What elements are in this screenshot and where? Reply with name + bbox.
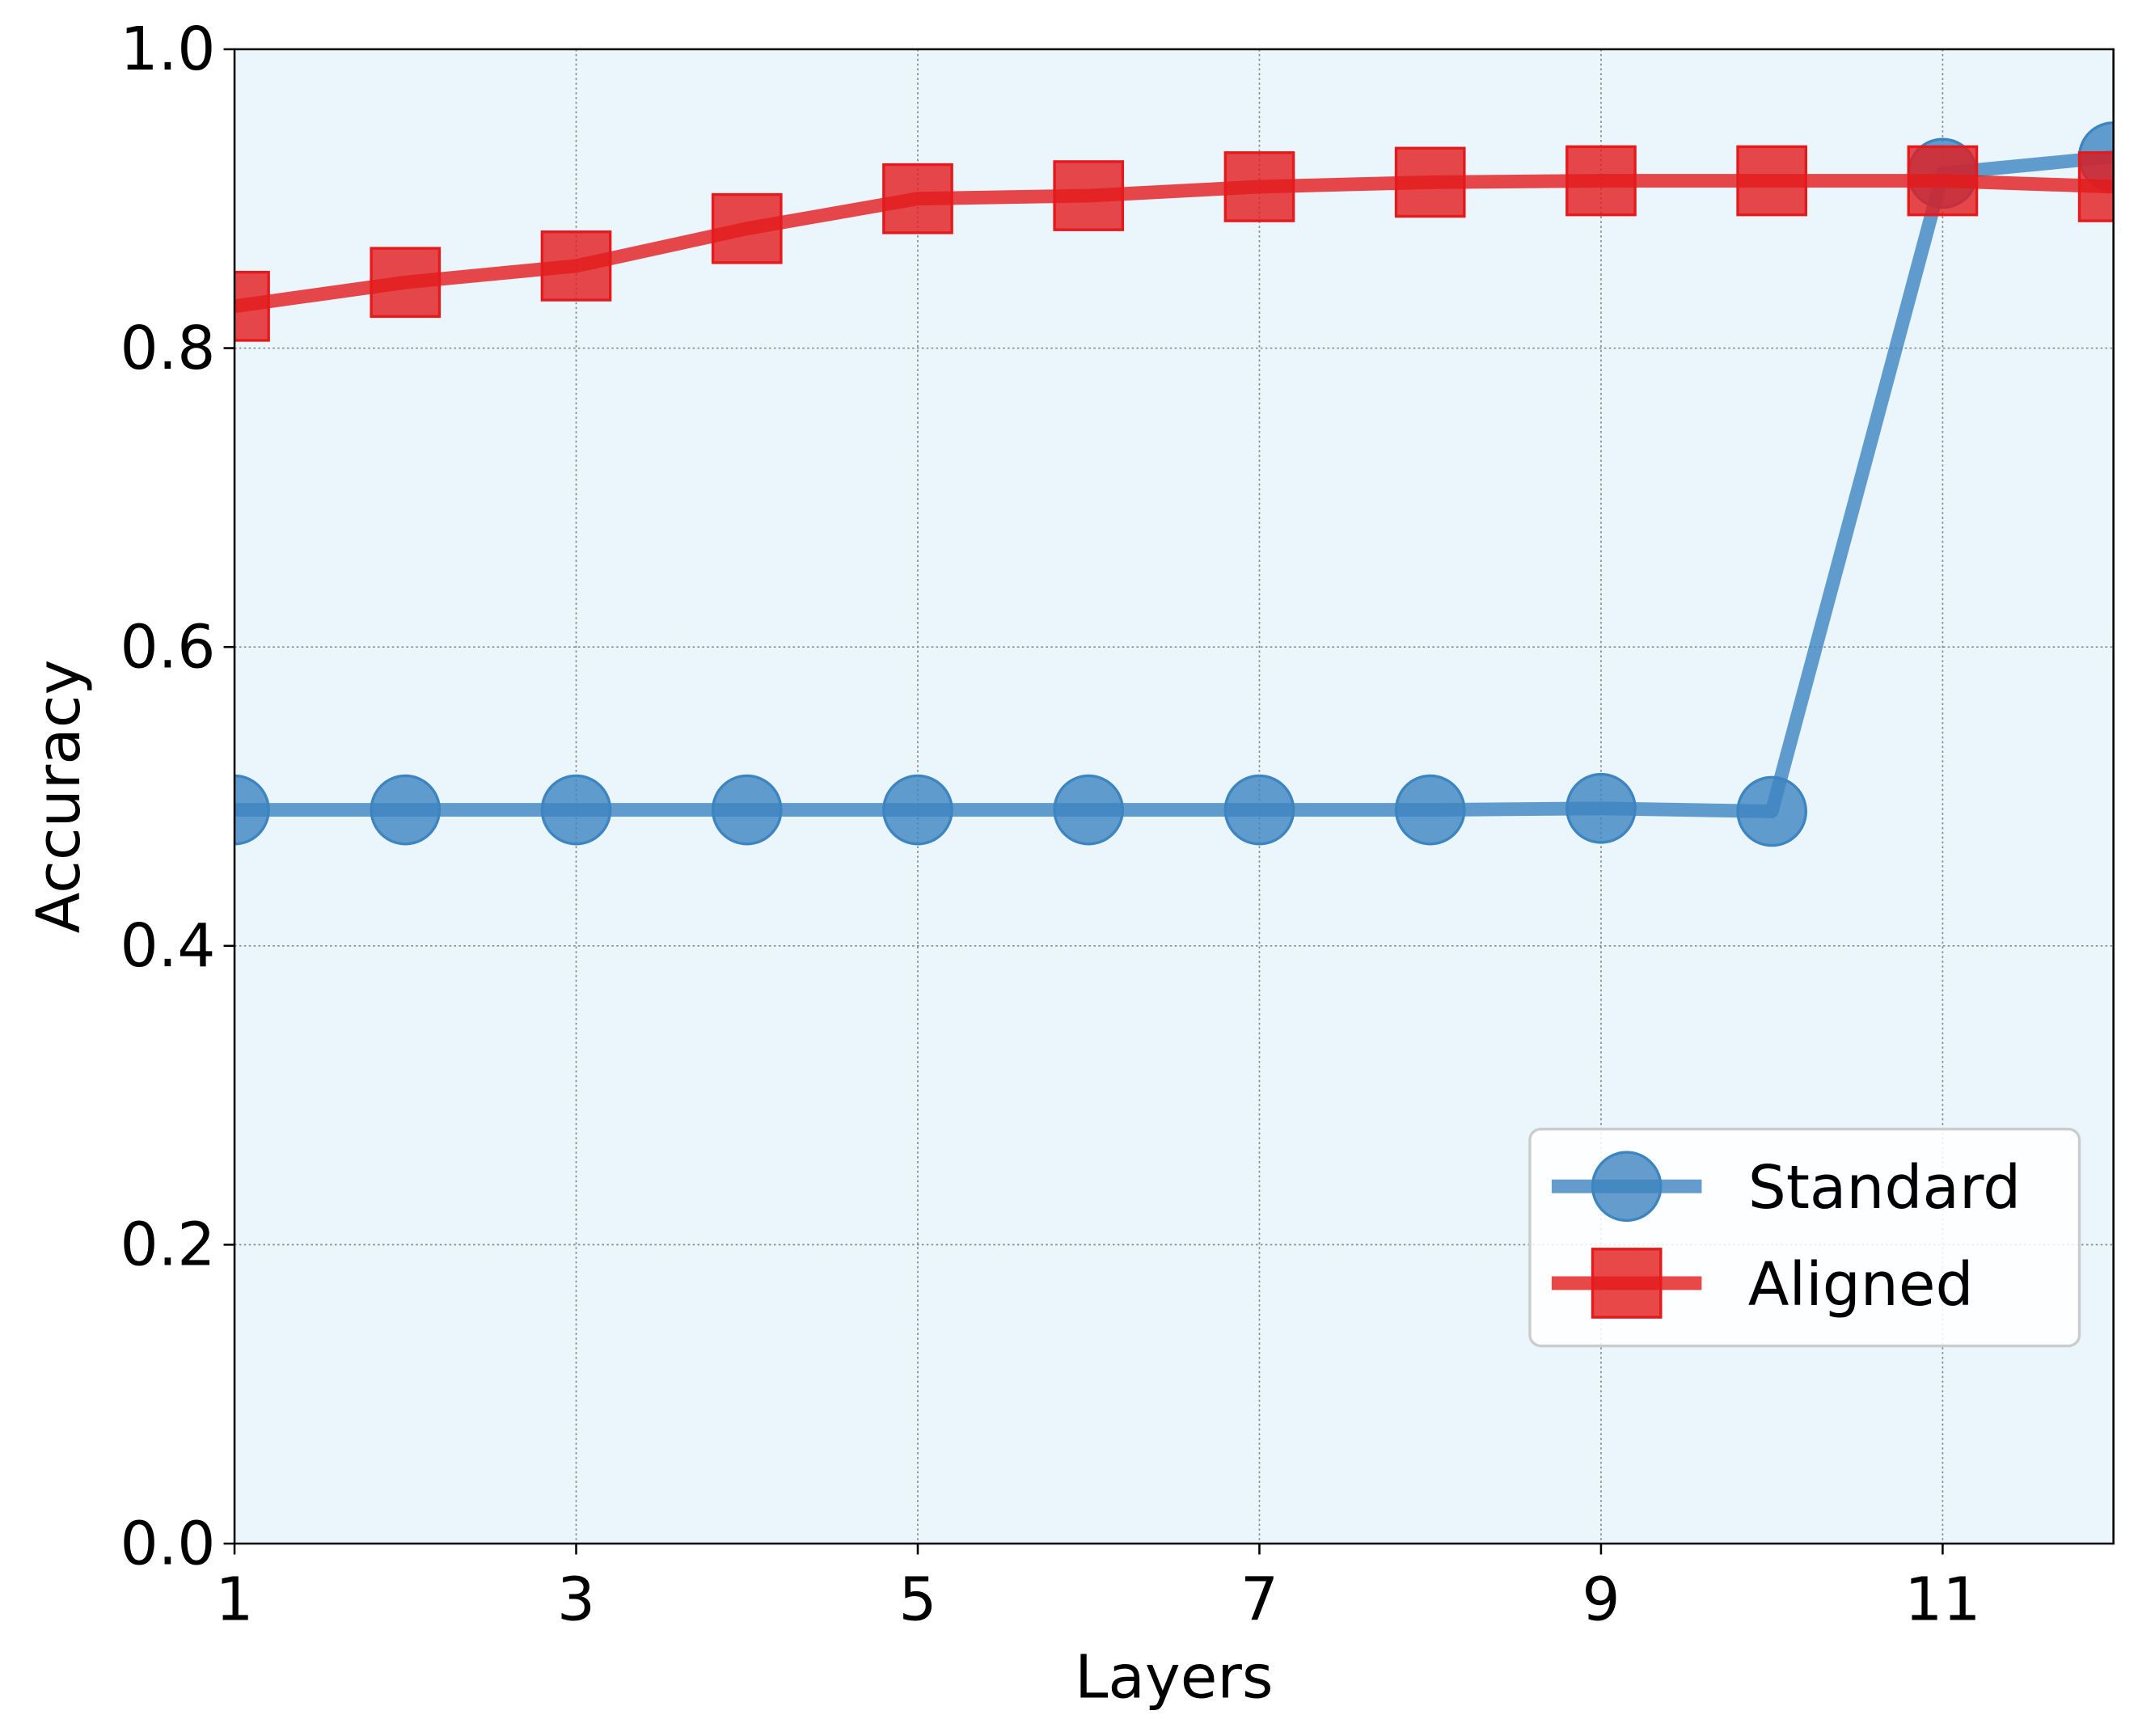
y-tick-label: 0.8 (120, 314, 215, 383)
marker (235, 774, 270, 846)
marker (540, 230, 612, 302)
marker (235, 270, 270, 342)
x-tick-label: 7 (1240, 1565, 1278, 1634)
marker (1907, 145, 1979, 217)
x-axis-label: Layers (1075, 1643, 1274, 1713)
marker (1053, 774, 1125, 846)
x-tick-label: 9 (1582, 1565, 1620, 1634)
marker (882, 163, 953, 234)
marker (711, 192, 783, 264)
marker (1736, 145, 1808, 217)
marker (1565, 145, 1637, 217)
y-tick-label: 0.4 (120, 911, 215, 981)
marker (2077, 151, 2114, 222)
marker (1565, 772, 1637, 844)
plot-frame (233, 48, 2115, 1545)
y-axis-label: Accuracy (24, 660, 94, 934)
legend-label: Aligned (1748, 1250, 1974, 1320)
x-tick-label: 11 (1904, 1565, 1980, 1634)
x-tick-label: 5 (898, 1565, 936, 1634)
marker (1053, 160, 1125, 231)
y-tick-label: 0.2 (120, 1210, 215, 1280)
marker (370, 247, 442, 319)
marker (1223, 151, 1295, 222)
y-tick-label: 0.6 (120, 612, 215, 682)
marker (540, 774, 612, 846)
marker (1591, 1151, 1663, 1223)
x-tick-label: 1 (215, 1565, 253, 1634)
marker (1736, 775, 1808, 847)
y-tick-label: 0.0 (120, 1509, 215, 1578)
marker (1394, 774, 1466, 846)
x-tick-label: 3 (557, 1565, 595, 1634)
marker (711, 774, 783, 846)
y-tick-label: 1.0 (120, 15, 215, 84)
marker (370, 774, 442, 846)
legend-label: Standard (1748, 1153, 2022, 1223)
marker (1394, 146, 1466, 218)
marker (882, 774, 953, 846)
marker (1223, 774, 1295, 846)
marker (1591, 1248, 1663, 1319)
